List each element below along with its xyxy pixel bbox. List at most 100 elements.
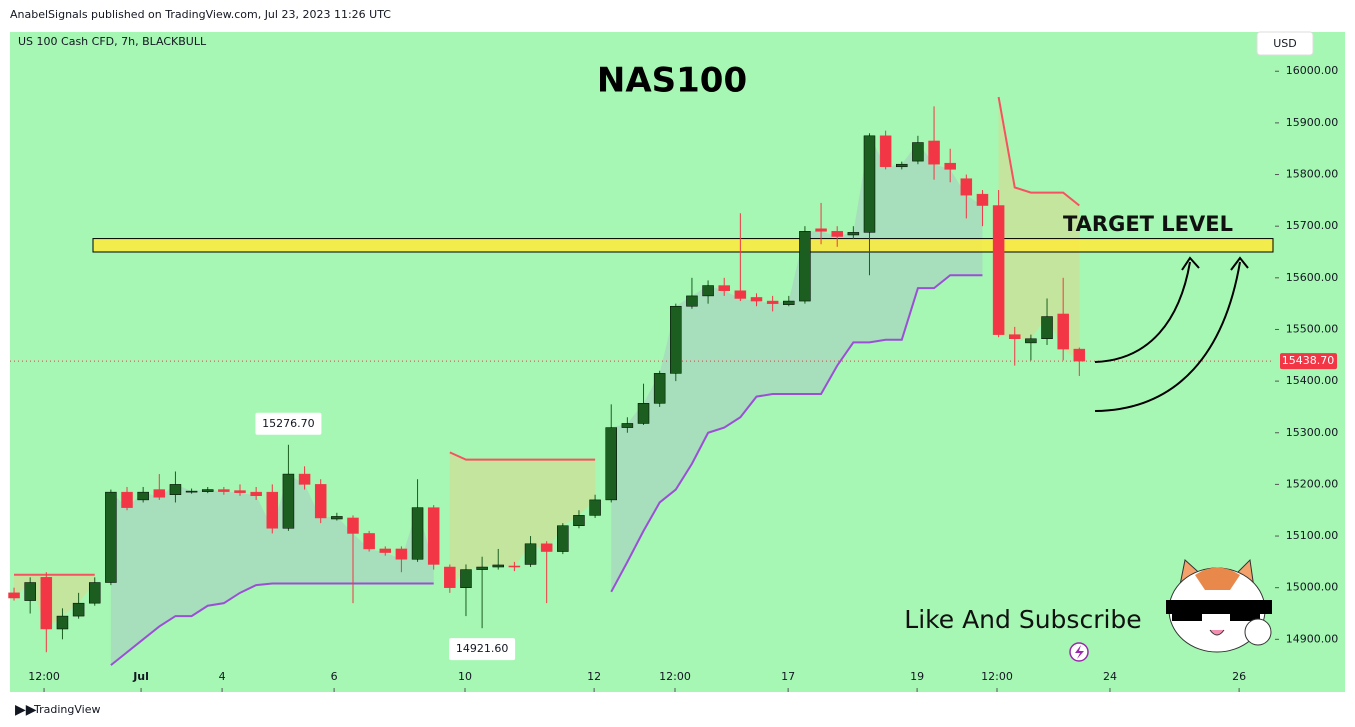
candle-body <box>637 403 650 424</box>
candle-body <box>540 543 553 552</box>
candle-body <box>1057 313 1069 350</box>
high-label: 15276.70 <box>262 417 315 430</box>
y-tick-label: 15400.00 <box>1286 374 1339 387</box>
bolt <box>1075 645 1084 659</box>
candle-body <box>879 135 892 168</box>
y-tick-label: 16000.00 <box>1286 64 1339 77</box>
candle-body <box>40 577 53 630</box>
candle-body <box>105 491 117 583</box>
candle-body <box>524 543 537 565</box>
candle-body <box>734 290 747 299</box>
arrow <box>1094 261 1191 363</box>
candle-body <box>137 491 149 501</box>
candle-body <box>912 142 924 162</box>
y-tick-label: 15700.00 <box>1286 219 1339 232</box>
last-price-box <box>1280 353 1337 370</box>
high-label-box <box>255 412 322 435</box>
candle-body <box>298 473 311 485</box>
band-line <box>449 451 596 461</box>
x-tick-label: 12:00 <box>981 670 1013 683</box>
y-tick-label: 15500.00 <box>1286 322 1339 335</box>
candle-body <box>347 517 359 534</box>
band-fill <box>998 97 1080 362</box>
band-fill <box>110 474 434 666</box>
candle-body <box>896 163 908 168</box>
candle-body <box>476 566 488 570</box>
candle-body <box>282 473 295 529</box>
candle-body <box>621 423 634 428</box>
x-tick-label: 6 <box>331 670 338 683</box>
y-tick-label: 15900.00 <box>1286 116 1339 129</box>
candle-body <box>88 582 101 604</box>
y-tick-label: 15300.00 <box>1286 426 1339 439</box>
candle-body <box>847 232 860 236</box>
y-tick-label: 15000.00 <box>1286 581 1339 594</box>
y-tick-label: 15800.00 <box>1286 168 1339 181</box>
candle-body <box>153 489 166 498</box>
band-line <box>610 274 983 593</box>
subscribe-annotation: Like And Subscribe <box>904 605 1141 634</box>
candle-body <box>653 373 666 404</box>
candle-body <box>121 491 133 508</box>
y-tick-label: 15600.00 <box>1286 271 1339 284</box>
low-label-box <box>449 638 516 661</box>
candle-body <box>992 205 1005 335</box>
x-tick-label: Jul <box>132 670 149 683</box>
x-tick-label: 17 <box>781 670 795 683</box>
candle-body <box>72 602 85 617</box>
candle-body <box>395 548 408 560</box>
candle-body <box>185 490 198 493</box>
candle-body <box>492 564 505 568</box>
candle-body <box>331 516 343 520</box>
footer: TradingView <box>33 703 100 716</box>
x-tick-label: 12:00 <box>28 670 60 683</box>
candle-body <box>8 592 20 599</box>
candle-body <box>718 285 730 291</box>
candle-body <box>1009 334 1021 340</box>
y-tick-label: 14900.00 <box>1286 632 1339 645</box>
currency[interactable]: USD <box>1273 37 1297 50</box>
candle-body <box>589 499 601 516</box>
candle-body <box>460 569 472 588</box>
candle-body <box>444 566 456 588</box>
plot: 14900.00 15000.00 15100.00 15200.00 15300.00… <box>8 64 1339 692</box>
symbol: US 100 Cash CFD, 7h, BLACKBULL <box>18 35 207 48</box>
candle-body <box>605 427 617 501</box>
x-tick-label: 19 <box>910 670 924 683</box>
band-line <box>997 96 1080 207</box>
footer-logo: ▶▶ <box>15 702 37 718</box>
candle-body <box>379 548 392 553</box>
y-tick-label: 15200.00 <box>1286 477 1339 490</box>
candle-body <box>201 489 214 492</box>
candle-body <box>766 300 779 304</box>
candle-body <box>928 140 940 165</box>
candle-body <box>944 162 956 170</box>
candle-body <box>799 231 811 302</box>
arrow <box>1094 261 1241 412</box>
target-annotation: TARGET LEVEL <box>1063 212 1233 236</box>
x-tick-label: 12:00 <box>659 670 691 683</box>
candle-body <box>314 484 327 519</box>
x-tick-label: 24 <box>1103 670 1117 683</box>
candle-body <box>266 491 279 529</box>
candle-body <box>815 228 827 232</box>
x-tick-label: 26 <box>1232 670 1246 683</box>
cat-icon <box>1166 558 1272 653</box>
target-band <box>92 238 1274 253</box>
candle-body <box>234 490 246 493</box>
candle-body <box>960 178 973 196</box>
currency-box[interactable] <box>1256 31 1314 56</box>
candle-body <box>1041 316 1053 340</box>
candle-body <box>831 231 843 237</box>
candle-body <box>427 507 440 565</box>
candle-body <box>508 565 521 568</box>
x-tick-label: 4 <box>219 670 226 683</box>
candle-body <box>863 135 876 233</box>
arrow-head <box>1181 256 1200 271</box>
chart-title: NAS100 <box>597 61 747 101</box>
candle-body <box>24 582 36 601</box>
x-tick-label: 10 <box>458 670 472 683</box>
candle-body <box>750 297 763 302</box>
